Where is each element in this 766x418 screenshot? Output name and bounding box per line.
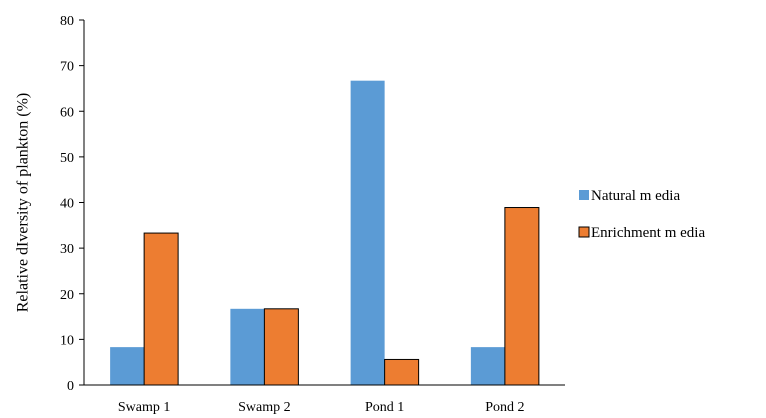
y-tick-label: 40 — [60, 197, 74, 212]
legend-swatch — [579, 190, 589, 200]
bar — [470, 347, 505, 385]
y-tick-label: 20 — [60, 288, 74, 303]
x-tick-label: Pond 2 — [485, 400, 524, 415]
bars — [110, 80, 540, 386]
y-tick-label: 50 — [60, 151, 74, 166]
y-tick-label: 60 — [60, 105, 74, 120]
bar — [263, 308, 299, 386]
y-axis-title: Relative dIversity of plankton (%) — [15, 93, 32, 313]
legend: Natural m edia Enrichment m edia — [578, 188, 705, 241]
legend-label: Natural m edia — [591, 188, 680, 204]
bar — [143, 232, 179, 386]
bar — [230, 308, 265, 385]
x-tick-label: Swamp 1 — [118, 400, 171, 415]
bar — [504, 207, 540, 386]
y-tick-label: 80 — [60, 14, 74, 29]
y-axis-ticks: 0 10 20 30 40 50 60 70 80 — [60, 14, 84, 394]
x-axis-labels: Swamp 1 Swamp 2 Pond 1 Pond 2 — [118, 400, 525, 415]
x-tick-label: Pond 1 — [365, 400, 404, 415]
y-tick-label: 0 — [67, 379, 74, 394]
bar — [384, 358, 420, 386]
x-tick-label: Swamp 2 — [238, 400, 291, 415]
bar — [350, 80, 385, 386]
legend-swatch — [578, 226, 590, 238]
y-tick-label: 10 — [60, 333, 74, 348]
legend-label: Enrichment m edia — [591, 225, 705, 241]
y-tick-label: 70 — [60, 60, 74, 75]
y-tick-label: 30 — [60, 242, 74, 257]
bar — [110, 347, 145, 385]
